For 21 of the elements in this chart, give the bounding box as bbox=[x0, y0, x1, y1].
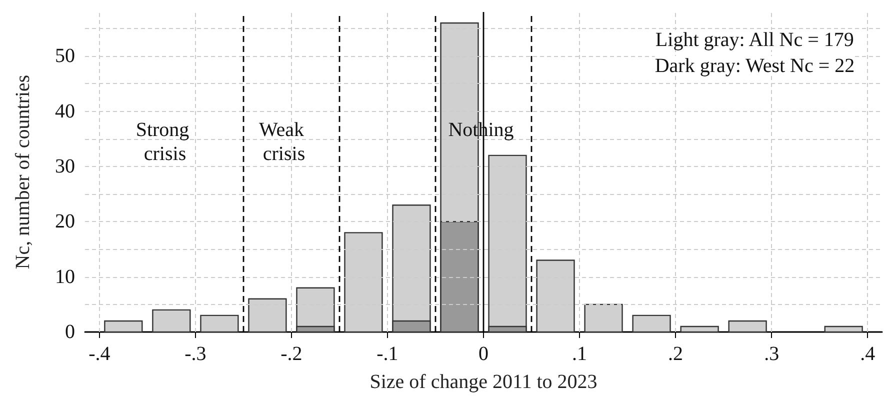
x-tick-label: .3 bbox=[764, 343, 780, 365]
y-tick-label: 10 bbox=[55, 266, 75, 288]
x-axis-title: Size of change 2011 to 2023 bbox=[370, 371, 598, 393]
x-tick-label: .4 bbox=[860, 343, 876, 365]
y-tick-label: 40 bbox=[55, 100, 75, 122]
x-tick-label: .2 bbox=[668, 343, 684, 365]
annotation: Light gray: All Nc = 179 bbox=[655, 29, 854, 51]
x-tick-label: -.3 bbox=[184, 343, 206, 365]
y-tick-label: 20 bbox=[55, 210, 75, 233]
y-tick-label: 50 bbox=[55, 45, 75, 68]
x-tick-label: -.1 bbox=[376, 343, 398, 365]
x-tick-label: -.4 bbox=[88, 343, 110, 365]
y-tick-label: 0 bbox=[65, 321, 75, 343]
x-tick-label: -.2 bbox=[280, 343, 302, 365]
annotation: Weak crisis bbox=[258, 119, 310, 165]
annotation: Strong crisis bbox=[136, 119, 194, 165]
x-tick-label: .1 bbox=[572, 343, 588, 365]
y-axis-title: Nc, number of countries bbox=[12, 74, 34, 270]
y-tick-label: 30 bbox=[55, 155, 75, 178]
x-tick-label: 0 bbox=[478, 343, 488, 365]
annotation: Dark gray: West Nc = 22 bbox=[654, 55, 855, 77]
